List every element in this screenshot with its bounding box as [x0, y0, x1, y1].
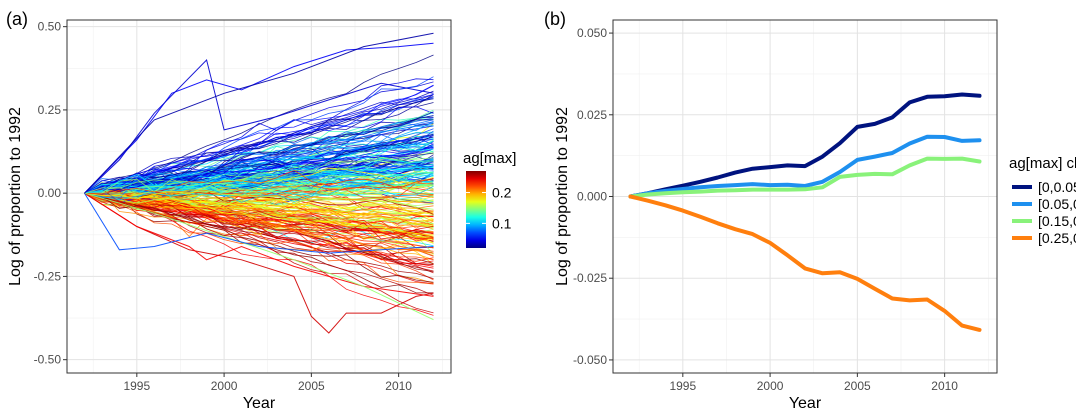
panel-a: 1995 2000 2005 2010 -0.50 -0.25 0.00 0.25 0.50 Ye…	[6, 9, 452, 409]
panel-label: (a)	[6, 9, 28, 29]
trajectory-line	[84, 167, 434, 200]
x-tick-label: 2000	[757, 379, 784, 393]
x-axis-title: Year	[243, 395, 276, 409]
x-tick-label: 2005	[298, 379, 325, 393]
trajectory-line	[84, 192, 434, 285]
trajectory-line	[84, 143, 434, 194]
y-tick-label: 0.050	[577, 26, 607, 40]
trajectory-line-outlier	[84, 42, 434, 194]
x-tick-label: 2010	[385, 379, 412, 393]
trajectory-line	[84, 192, 434, 285]
trajectory-line	[84, 192, 434, 256]
trajectory-line-outlier	[84, 192, 434, 254]
trajectory-line-outlier	[84, 192, 434, 297]
panel-label: (b)	[544, 9, 566, 29]
y-tick-label: -0.025	[573, 271, 607, 285]
trajectory-line	[84, 179, 434, 197]
data-lines	[628, 92, 982, 332]
y-axis-title: Log of proportion to 1992	[7, 107, 24, 286]
legend-title: ag[max] class	[1009, 155, 1076, 172]
legend-entry: [0,0.05)	[1038, 179, 1076, 195]
colorbar-tick-label: 0.2	[492, 185, 512, 201]
trajectory-line	[84, 85, 434, 194]
trajectory-line	[84, 171, 434, 194]
trajectory-line	[84, 187, 434, 207]
x-axis-title: Year	[789, 395, 822, 409]
y-tick-label: 0.25	[38, 103, 62, 117]
trajectory-line	[84, 191, 434, 210]
y-tick-label: -0.050	[573, 353, 607, 367]
trajectory-line	[84, 192, 434, 254]
colorbar-title: ag[max]	[463, 150, 516, 167]
legend-b: ag[max] class [0,0.05)[0.05,0.15)[0.15,0.…	[1009, 155, 1076, 246]
trajectory-line	[84, 147, 434, 194]
trajectory-line	[84, 84, 434, 194]
colorbar	[466, 171, 486, 248]
trajectory-line	[84, 192, 434, 316]
trajectory-line	[84, 192, 434, 279]
legend-a: ag[max] 0.1 0.2	[463, 150, 516, 248]
y-tick-label: 0.025	[577, 108, 607, 122]
trajectory-line	[84, 192, 434, 267]
trajectory-line	[84, 192, 434, 240]
trajectory-line	[84, 190, 434, 240]
trajectory-line	[84, 130, 434, 194]
legend-entry: [0.25,0.35)	[1038, 230, 1076, 246]
trajectory-line	[84, 78, 434, 194]
x-tick-label: 2005	[844, 379, 871, 393]
y-tick-label: -0.25	[34, 269, 62, 283]
trajectory-line	[84, 136, 434, 194]
trajectory-line-outlier	[84, 192, 434, 321]
y-tick-label: -0.50	[34, 353, 62, 367]
x-tick-label: 1995	[669, 379, 696, 393]
y-tick-label: 0.50	[38, 20, 62, 34]
trajectory-line	[84, 125, 434, 200]
series-line	[628, 156, 982, 199]
colorbar-tick-label: 0.1	[492, 215, 512, 231]
series-line	[628, 92, 982, 199]
trajectory-line	[84, 160, 434, 194]
trajectory-line	[84, 192, 434, 239]
trajectory-line	[84, 121, 434, 194]
x-tick-label: 2010	[931, 379, 958, 393]
trajectory-line	[84, 169, 434, 195]
trajectory-line-outlier	[84, 32, 434, 194]
series-line	[628, 194, 982, 332]
x-tick-label: 1995	[123, 379, 150, 393]
data-lines	[84, 32, 434, 334]
plot-border	[66, 19, 452, 374]
trajectory-line	[84, 192, 434, 235]
trajectory-line	[84, 119, 434, 195]
y-tick-label: 0.00	[38, 186, 62, 200]
legend-entry: [0.05,0.15)	[1038, 196, 1076, 212]
trajectory-line	[84, 94, 434, 194]
trajectory-line	[84, 94, 434, 194]
trajectory-line	[84, 187, 434, 216]
x-tick-label: 2000	[211, 379, 238, 393]
y-tick-label: 0.000	[577, 190, 607, 204]
y-axis-title: Log of proportion to 1992	[554, 107, 571, 286]
legend-entry: [0.15,0.25)	[1038, 213, 1076, 229]
series-line	[628, 134, 982, 199]
panel-b: 1995 2000 2005 2010 -0.050 -0.025 0.000 0.025 0.…	[544, 9, 998, 409]
